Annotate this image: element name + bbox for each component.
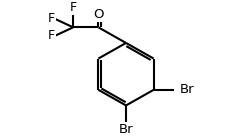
Text: Br: Br [118, 124, 133, 136]
Text: F: F [48, 12, 55, 25]
Text: F: F [69, 1, 76, 14]
Text: F: F [48, 29, 55, 42]
Text: O: O [93, 8, 103, 21]
Text: Br: Br [179, 83, 194, 96]
